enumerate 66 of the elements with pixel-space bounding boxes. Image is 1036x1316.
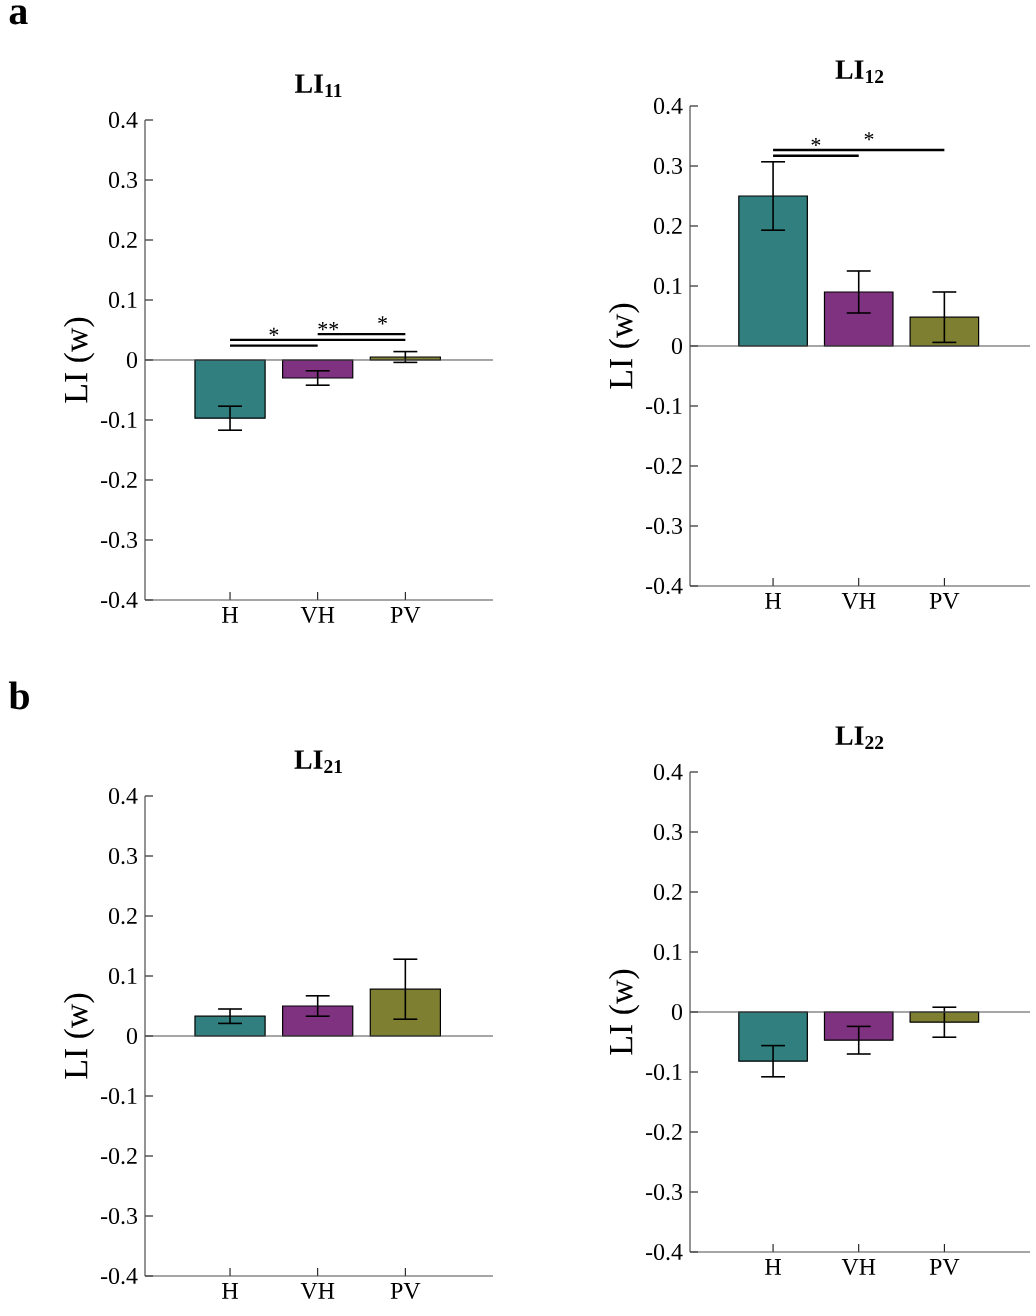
y-axis-title: LI (w): [608, 969, 640, 1055]
y-tick-label: 0.2: [108, 907, 137, 925]
y-tick-label: -0.1: [645, 1063, 682, 1081]
annotation: *: [269, 327, 279, 336]
y-tick-label: -0.4: [645, 577, 683, 595]
chart-title: LI$_{12}$: [835, 60, 884, 83]
x-tick-label: H: [765, 1259, 782, 1275]
y-tick-label: 0.3: [653, 823, 683, 841]
y-tick-label: 0.1: [653, 943, 682, 961]
y-tick-label: 0.4: [653, 763, 683, 781]
y-tick-label: -0.3: [645, 517, 683, 535]
x-tick-label: VH: [300, 1283, 335, 1300]
y-tick-label: 0.3: [653, 157, 683, 175]
y-tick-label: 0.2: [653, 883, 682, 901]
y-axis-title: LI (w): [63, 993, 95, 1079]
y-tick-label: -0.2: [100, 1147, 137, 1165]
y-tick-label: -0.1: [100, 411, 137, 429]
y-axis-title: LI (w): [608, 303, 640, 389]
y-tick-label: -0.3: [100, 1207, 138, 1225]
chart-title: LI$_{22}$: [835, 726, 884, 750]
y-tick-label: -0.3: [645, 1183, 683, 1201]
x-tick-label: PV: [929, 593, 960, 610]
chart-subtitle: b: [8, 681, 29, 710]
bar: [909, 316, 980, 347]
y-tick-label: 0.1: [108, 291, 137, 309]
y-tick-label: 0.2: [108, 231, 137, 249]
y-tick-label: -0.2: [100, 471, 137, 489]
y-tick-label: -0.4: [100, 591, 138, 609]
y-tick-label: 0.2: [653, 217, 682, 235]
x-tick-label: H: [222, 607, 238, 623]
x-tick-label: VH: [841, 593, 876, 610]
y-tick-label: 0: [671, 1003, 683, 1021]
annotation: *: [864, 132, 874, 141]
y-tick-label: 0: [126, 351, 138, 369]
y-axis-title: LI (w): [63, 317, 95, 403]
y-tick-label: 0: [126, 1027, 138, 1045]
y-tick-label: -0.1: [645, 397, 682, 415]
y-tick-label: 0.1: [108, 967, 137, 985]
x-tick-label: PV: [390, 1283, 421, 1300]
y-tick-label: -0.4: [645, 1243, 683, 1261]
x-tick-label: PV: [929, 1259, 960, 1276]
y-tick-label: 0.4: [108, 787, 138, 805]
y-tick-label: -0.1: [100, 1087, 137, 1105]
y-tick-label: 0.3: [108, 171, 138, 189]
y-tick-label: 0.1: [653, 277, 682, 295]
y-tick-label: 0.3: [108, 847, 138, 865]
x-tick-label: H: [765, 593, 782, 609]
bar: [369, 988, 442, 1037]
annotation: *: [811, 138, 821, 147]
y-tick-label: 0: [671, 337, 683, 355]
y-tick-label: 0.4: [653, 97, 683, 115]
x-tick-label: H: [222, 1283, 238, 1299]
y-tick-label: -0.2: [645, 457, 682, 475]
chart-title: LI$_{21}$: [294, 750, 342, 774]
x-tick-label: VH: [300, 607, 335, 624]
annotation: *: [378, 316, 387, 325]
chart-subtitle: a: [9, 5, 28, 25]
annotation: **: [318, 322, 339, 331]
bar: [194, 1015, 266, 1037]
y-tick-label: -0.3: [100, 531, 138, 549]
y-tick-label: -0.4: [100, 1267, 138, 1285]
x-tick-label: PV: [390, 607, 421, 624]
y-tick-label: 0.4: [108, 111, 138, 129]
y-tick-label: -0.2: [645, 1123, 682, 1141]
chart-title: LI$_{11}$: [295, 74, 342, 97]
x-tick-label: VH: [841, 1259, 876, 1276]
